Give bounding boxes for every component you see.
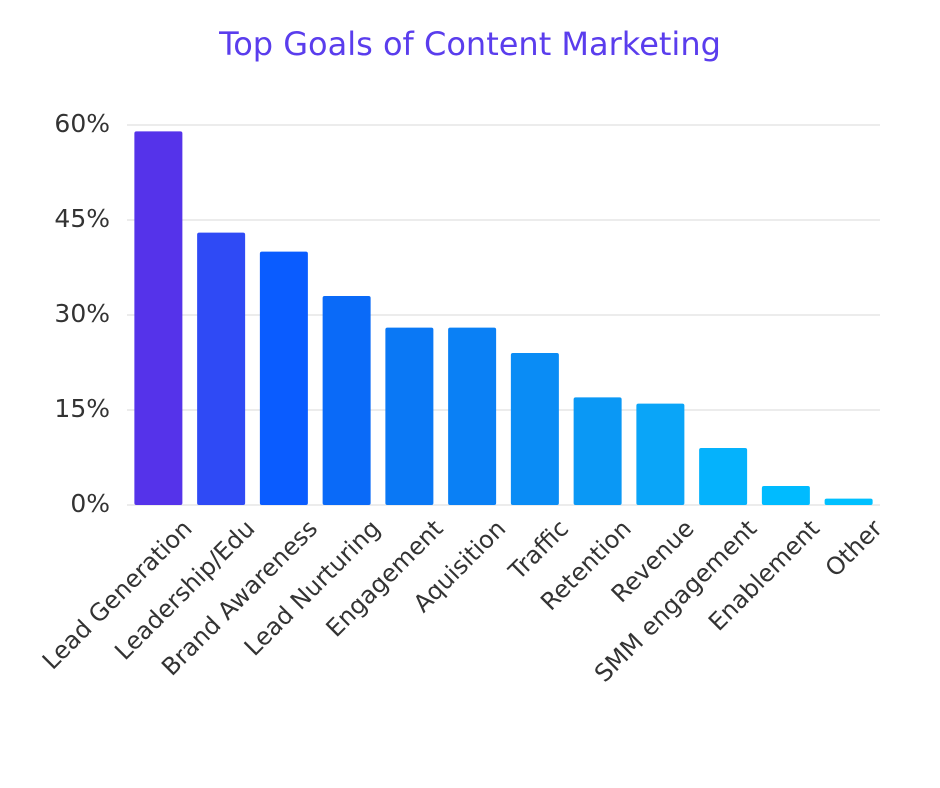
y-tick-label: 15% (54, 394, 110, 423)
bar (699, 448, 748, 505)
bar (385, 327, 434, 505)
bar (636, 403, 685, 505)
x-tick-label: Other (820, 514, 888, 582)
y-tick-label: 60% (54, 109, 110, 138)
bar (824, 498, 873, 505)
bar (510, 353, 559, 505)
bar (134, 131, 183, 506)
x-tick-label: Enablement (703, 514, 825, 636)
bar (197, 232, 246, 505)
y-tick-label: 0% (70, 489, 110, 518)
bar (448, 327, 497, 505)
bar (761, 486, 810, 505)
y-tick-label: 30% (54, 299, 110, 328)
bar (259, 251, 308, 505)
bar (573, 397, 622, 505)
chart-title: Top Goals of Content Marketing (218, 25, 721, 63)
bar (322, 296, 371, 505)
y-tick-label: 45% (54, 204, 110, 233)
